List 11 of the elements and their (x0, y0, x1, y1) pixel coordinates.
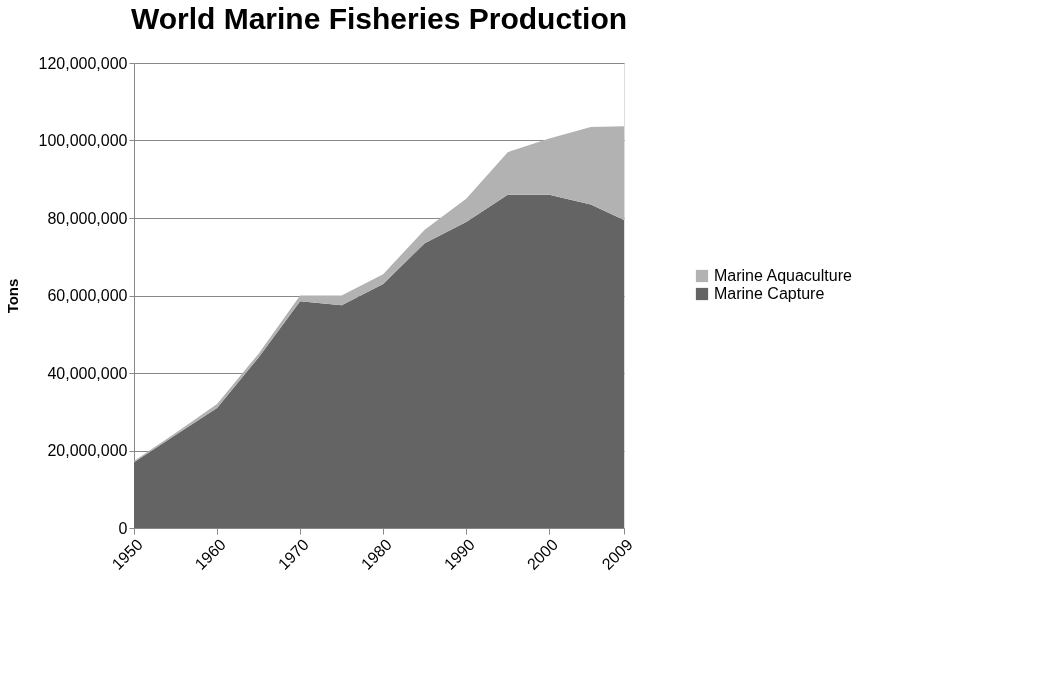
chart-title: World Marine Fisheries Production (130, 2, 628, 35)
y-tick-label: 40,000,000 (47, 364, 128, 382)
y-tick-label: 100,000,000 (38, 132, 128, 149)
y-tick-label: 120,000,000 (38, 54, 128, 72)
y-axis-title: Tons (3, 278, 21, 314)
legend-label: Marine Aquaculture (714, 267, 852, 284)
legend-label: Marine Capture (714, 285, 825, 302)
y-tick-label: 60,000,000 (47, 287, 128, 304)
y-tick-label: 20,000,000 (47, 442, 128, 459)
y-tick-label: 0 (118, 519, 128, 537)
y-tick-label: 80,000,000 (47, 209, 128, 227)
